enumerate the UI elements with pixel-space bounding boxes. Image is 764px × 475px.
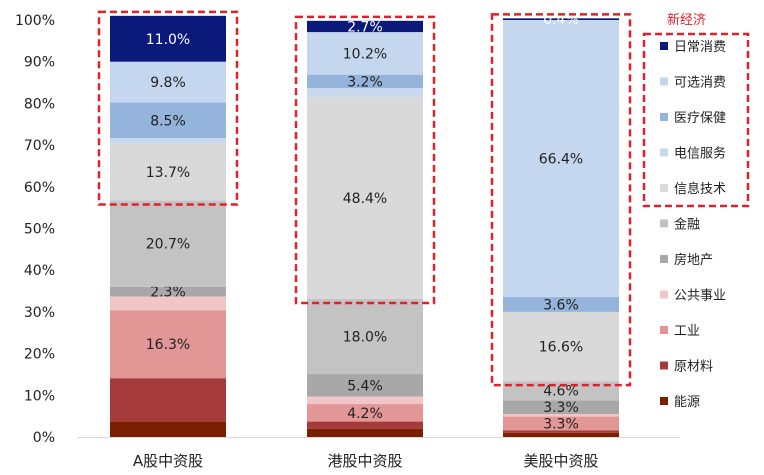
category-label: 港股中资股 bbox=[327, 452, 402, 470]
x-axis: A股中资股 港股中资股 美股中资股 bbox=[133, 452, 599, 470]
legend-swatch bbox=[660, 326, 668, 334]
data-label: 48.4% bbox=[343, 191, 387, 207]
data-label: 3.3% bbox=[543, 416, 579, 432]
legend-swatch bbox=[660, 397, 668, 405]
data-label: 2.7% bbox=[347, 19, 383, 35]
category-label: A股中资股 bbox=[133, 452, 203, 470]
data-label: 10.2% bbox=[343, 46, 387, 62]
y-tick-label: 30% bbox=[24, 305, 55, 321]
legend-title: 新经济 bbox=[667, 12, 706, 28]
bar-segment bbox=[307, 396, 423, 405]
bar-segment bbox=[110, 61, 226, 103]
bar-segment bbox=[503, 296, 619, 312]
bar-segment bbox=[307, 97, 423, 299]
highlight-box bbox=[97, 10, 239, 206]
legend-swatch bbox=[660, 77, 668, 86]
legend-swatch bbox=[660, 113, 668, 121]
data-label: 4.2% bbox=[347, 406, 383, 422]
bar-segment bbox=[110, 200, 226, 287]
bar-segment bbox=[110, 310, 226, 379]
data-label: 2.3% bbox=[150, 285, 186, 301]
bar-segment bbox=[503, 416, 619, 431]
y-tick-label: 20% bbox=[24, 347, 55, 363]
bar-segment bbox=[503, 430, 619, 433]
legend-label: 可选消费 bbox=[674, 76, 726, 91]
bar-segment bbox=[307, 32, 423, 75]
bar-segment bbox=[307, 404, 423, 422]
bar-segment bbox=[110, 102, 226, 139]
data-label: 3.6% bbox=[543, 297, 579, 313]
bar-segment bbox=[307, 298, 423, 375]
legend-label: 公共事业 bbox=[674, 289, 726, 304]
data-label: 16.3% bbox=[146, 337, 190, 353]
y-tick-label: 10% bbox=[24, 388, 55, 404]
bar-segment bbox=[110, 296, 226, 311]
y-tick-label: 70% bbox=[24, 138, 55, 154]
data-label: 20.7% bbox=[146, 237, 190, 253]
legend-swatch bbox=[660, 184, 668, 192]
legend-label: 工业 bbox=[674, 324, 700, 339]
data-label: 0.4% bbox=[543, 12, 579, 28]
legend-label: 医疗保健 bbox=[674, 111, 726, 126]
highlight-box bbox=[490, 13, 632, 387]
data-label: 11.0% bbox=[146, 32, 190, 48]
bar-segment bbox=[110, 286, 226, 297]
data-label: 8.5% bbox=[150, 113, 186, 129]
legend-label: 日常消费 bbox=[674, 40, 726, 55]
bar-segment bbox=[307, 74, 423, 88]
bar-segment bbox=[110, 15, 226, 62]
legend-label: 金融 bbox=[674, 217, 700, 233]
highlight-box bbox=[294, 15, 436, 305]
bar-segment bbox=[110, 378, 226, 422]
bar-segment bbox=[307, 20, 423, 33]
legend-label: 能源 bbox=[674, 395, 700, 410]
data-label: 9.8% bbox=[150, 75, 186, 91]
legend-label: 信息技术 bbox=[674, 181, 726, 197]
legend-swatch bbox=[660, 361, 668, 370]
data-label: 13.7% bbox=[146, 165, 190, 181]
legend-highlight-box bbox=[642, 32, 750, 208]
bar-segment bbox=[110, 143, 226, 201]
data-label: 3.3% bbox=[543, 400, 579, 416]
legend-label: 原材料 bbox=[674, 360, 713, 375]
legend-swatch bbox=[660, 290, 668, 299]
data-label: 3.2% bbox=[347, 74, 383, 90]
bars: 16.3% 2.3% 20.7% 13.7% 8.5% 9.8% 11.0% 4.2% 5.4%… bbox=[110, 12, 619, 437]
data-label: 5.4% bbox=[347, 378, 383, 394]
y-tick-label: 60% bbox=[24, 180, 55, 196]
bar-segment bbox=[503, 400, 619, 415]
y-axis: 0% 10% 20% 30% 40% 50% 60% 70% 80% 90% 100% bbox=[15, 13, 680, 446]
data-label: 66.4% bbox=[539, 151, 583, 167]
y-tick-label: 0% bbox=[33, 430, 55, 446]
legend-swatch bbox=[660, 148, 668, 157]
y-tick-label: 90% bbox=[24, 55, 55, 71]
bar-segment bbox=[503, 20, 619, 297]
bar-segment bbox=[307, 87, 423, 98]
bar-segment bbox=[110, 421, 226, 437]
bar-segment bbox=[307, 374, 423, 397]
legend-swatch bbox=[660, 255, 668, 263]
legend-label: 电信服务 bbox=[674, 146, 726, 162]
bar-segment bbox=[110, 138, 226, 144]
legend-label: 房地产 bbox=[674, 252, 713, 268]
data-label: 4.6% bbox=[543, 384, 579, 400]
y-tick-label: 80% bbox=[24, 96, 55, 112]
bar-segment bbox=[307, 421, 423, 429]
category-label: 美股中资股 bbox=[523, 452, 598, 470]
legend-swatch bbox=[660, 219, 668, 228]
bar-segment bbox=[503, 432, 619, 437]
bar-segment bbox=[307, 428, 423, 437]
bar-segment bbox=[503, 18, 619, 20]
bar-segment bbox=[503, 311, 619, 382]
data-label: 16.6% bbox=[539, 340, 583, 356]
bar-segment bbox=[503, 414, 619, 417]
legend-swatch bbox=[660, 42, 668, 50]
y-tick-label: 40% bbox=[24, 263, 55, 279]
y-tick-label: 100% bbox=[15, 13, 55, 29]
data-label: 18.0% bbox=[343, 330, 387, 346]
y-tick-label: 50% bbox=[24, 222, 55, 238]
new-economy-boxes bbox=[97, 10, 632, 387]
